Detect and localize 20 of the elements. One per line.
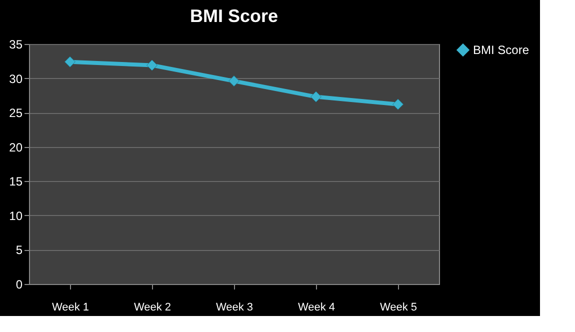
point <box>146 60 158 71</box>
point <box>64 56 76 68</box>
x-tick-label: Week 3 <box>216 302 254 314</box>
y-tick-label: 20 <box>9 140 23 154</box>
y-tick-label: 25 <box>9 106 23 120</box>
point <box>310 91 322 102</box>
x-tick-label: Week 1 <box>52 302 90 314</box>
y-tick-label: 10 <box>9 208 23 223</box>
point <box>392 98 404 110</box>
point <box>228 76 240 87</box>
y-tick-label: 5 <box>16 243 23 258</box>
y-tick-label: 35 <box>9 38 23 52</box>
chart-title: BMI Score <box>190 6 278 26</box>
legend-label: BMI Score <box>473 43 530 57</box>
x-tick-label: Week 2 <box>134 302 172 314</box>
x-tick-label: Week 5 <box>380 302 418 314</box>
y-tick-label: 15 <box>9 174 23 189</box>
x-tick-label: Week 4 <box>298 302 336 314</box>
y-tick-label: 0 <box>16 278 23 292</box>
y-tick-label: 30 <box>9 72 23 86</box>
